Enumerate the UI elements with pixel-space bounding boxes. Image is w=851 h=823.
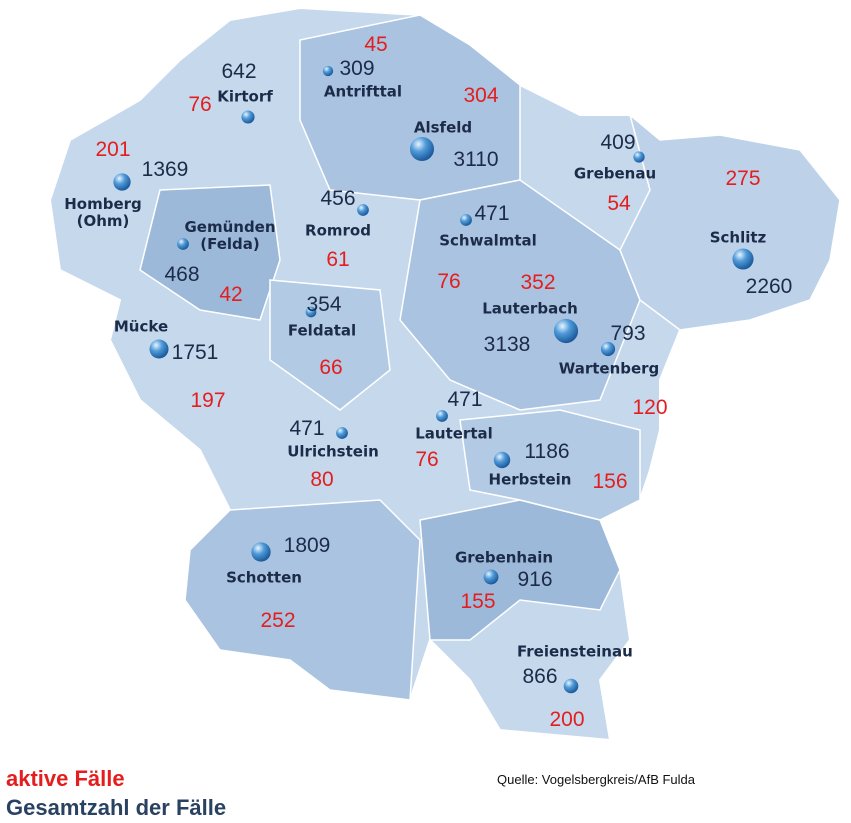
total-cases: 916	[517, 567, 553, 591]
active-cases: 197	[190, 388, 226, 412]
region-lauterbach	[399, 179, 641, 411]
region-schotten	[184, 499, 421, 701]
case-marker	[483, 569, 499, 585]
municipality-name: Kirtorf	[217, 87, 273, 106]
active-cases: 66	[319, 355, 343, 379]
case-marker	[357, 204, 369, 216]
total-cases: 471	[289, 416, 325, 440]
total-cases: 1186	[524, 439, 570, 463]
case-marker	[460, 214, 472, 226]
case-marker	[732, 248, 754, 270]
municipality-name: Lautertal	[415, 424, 493, 443]
total-cases: 3138	[483, 332, 531, 356]
case-marker	[251, 542, 271, 562]
region-schlitz	[619, 112, 841, 331]
source-note: Quelle: Vogelsbergkreis/AfB Fulda	[497, 772, 695, 787]
active-cases: 156	[592, 469, 628, 493]
case-marker	[305, 306, 317, 318]
total-cases: 1809	[283, 533, 331, 557]
case-marker	[336, 427, 348, 439]
case-marker	[493, 451, 511, 469]
municipality-name: Ulrichstein	[287, 442, 379, 461]
municipality-name: Freiensteinau	[517, 642, 633, 661]
municipality-name: Herbstein	[488, 470, 572, 489]
active-cases: 155	[460, 589, 496, 613]
total-cases: 409	[600, 130, 636, 154]
case-marker	[563, 678, 579, 694]
case-marker	[633, 151, 645, 163]
case-marker	[600, 341, 616, 357]
active-cases: 80	[310, 467, 334, 491]
active-cases: 45	[364, 32, 388, 56]
municipality-name: Antrifttal	[323, 82, 403, 101]
legend-total: Gesamtzahl der Fälle	[6, 795, 227, 820]
total-cases: 456	[320, 186, 356, 210]
municipality-name: Alsfeld	[413, 118, 473, 137]
case-marker	[177, 238, 189, 250]
total-cases: 354	[306, 292, 342, 316]
municipality-name: Homberg (Ohm)	[64, 194, 142, 230]
active-cases: 304	[463, 83, 499, 107]
total-cases: 1751	[171, 340, 219, 364]
total-cases: 2260	[745, 274, 793, 298]
total-cases: 309	[339, 56, 375, 80]
active-cases: 61	[326, 247, 350, 271]
municipality-name: Schotten	[226, 568, 302, 587]
total-cases: 471	[447, 387, 483, 411]
region-feldatal	[269, 279, 391, 411]
total-cases: 471	[474, 201, 510, 225]
active-cases: 76	[437, 269, 461, 293]
active-cases: 42	[219, 282, 243, 306]
active-cases: 352	[520, 270, 556, 294]
active-cases: 200	[549, 707, 585, 731]
total-cases: 866	[522, 664, 558, 688]
total-cases: 468	[164, 262, 200, 286]
active-cases: 201	[95, 137, 131, 161]
region-gemuenden	[139, 184, 281, 321]
municipality-name: Grebenau	[573, 164, 657, 183]
total-cases: 1369	[141, 157, 189, 181]
active-cases: 76	[415, 447, 439, 471]
municipality-name: Gemünden (Felda)	[184, 217, 276, 253]
total-cases: 642	[221, 59, 257, 83]
region-herbstein	[459, 409, 641, 521]
total-cases: 793	[610, 321, 646, 345]
active-cases: 120	[632, 395, 668, 419]
case-marker	[409, 136, 435, 162]
total-cases: 3110	[453, 147, 499, 171]
case-marker	[553, 318, 579, 344]
case-marker	[436, 410, 448, 422]
municipality-name: Mücke	[113, 317, 169, 336]
active-cases: 76	[188, 92, 212, 116]
active-cases: 275	[725, 166, 761, 190]
case-marker	[113, 173, 131, 191]
legend-active: aktive Fälle	[6, 766, 125, 791]
municipality-name: Grebenhain	[454, 548, 554, 567]
municipality-name: Lauterbach	[482, 299, 578, 318]
case-marker	[322, 65, 334, 77]
municipality-name: Schwalmtal	[439, 231, 537, 250]
active-cases: 252	[260, 608, 296, 632]
active-cases: 54	[607, 191, 631, 215]
case-marker	[149, 339, 169, 359]
municipality-name: Wartenberg	[558, 359, 660, 378]
municipality-name: Romrod	[305, 221, 371, 240]
municipality-name: Feldatal	[287, 321, 357, 340]
municipality-name: Schlitz	[709, 228, 767, 247]
case-marker	[241, 110, 255, 124]
